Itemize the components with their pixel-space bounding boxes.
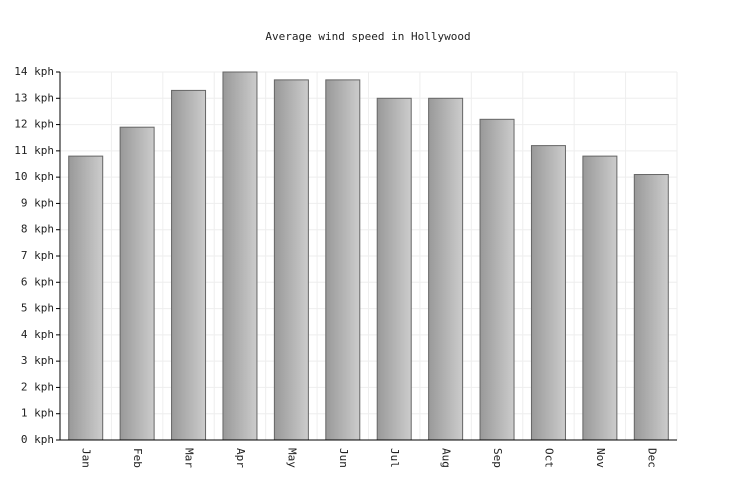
grid	[60, 71, 678, 441]
x-tick-label: Sep	[491, 448, 504, 468]
bar	[119, 126, 155, 441]
x-tick-label: Apr	[234, 448, 247, 468]
bar	[68, 155, 104, 441]
x-tick-label: Dec	[645, 448, 658, 468]
bar	[479, 118, 515, 441]
y-tick-label: 0 kph	[21, 433, 54, 446]
y-tick-label: 11 kph	[14, 144, 54, 157]
chart-title: Average wind speed in Hollywood	[265, 30, 470, 43]
y-tick-label: 10 kph	[14, 170, 54, 183]
y-tick-label: 1 kph	[21, 407, 54, 420]
y-tick-label: 9 kph	[21, 196, 54, 209]
x-tick-label: May	[285, 448, 298, 468]
y-tick-label: 12 kph	[14, 118, 54, 131]
x-tick-label: Mar	[183, 448, 196, 468]
bar	[325, 79, 361, 441]
y-tick-label: 14 kph	[14, 65, 54, 78]
y-tick-label: 7 kph	[21, 249, 54, 262]
bar	[428, 97, 464, 441]
y-tick-label: 13 kph	[14, 91, 54, 104]
x-tick-label: Jul	[388, 448, 401, 468]
bars	[68, 71, 669, 441]
bar	[530, 145, 566, 441]
y-tick-label: 2 kph	[21, 380, 54, 393]
x-tick-label: Nov	[594, 448, 607, 468]
x-tick-label: Jan	[80, 448, 93, 468]
x-tick-label: Oct	[542, 448, 555, 468]
x-tick-label: Jun	[337, 448, 350, 468]
y-tick-label: 3 kph	[21, 354, 54, 367]
y-tick-label: 8 kph	[21, 223, 54, 236]
bar	[222, 71, 258, 441]
x-tick-label: Feb	[131, 448, 144, 468]
bar	[376, 97, 412, 441]
bar	[633, 174, 669, 441]
x-tick-label: Aug	[440, 448, 453, 468]
bar	[273, 79, 309, 441]
y-tick-label: 6 kph	[21, 275, 54, 288]
bar	[171, 89, 207, 441]
y-tick-label: 4 kph	[21, 328, 54, 341]
bar	[582, 155, 618, 441]
y-tick-label: 5 kph	[21, 302, 54, 315]
